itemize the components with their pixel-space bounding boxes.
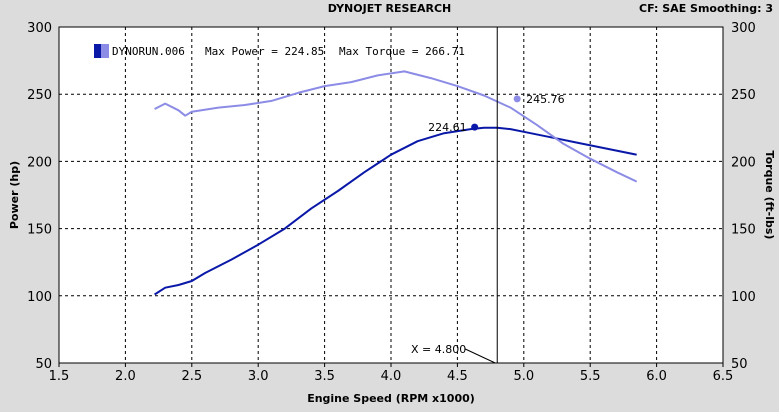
data-label-power: 224.61	[428, 121, 467, 134]
cursor-label: X = 4.800	[411, 343, 466, 356]
y-tick-label-right: 150	[731, 223, 756, 238]
legend-swatch-power	[94, 44, 101, 58]
x-tick-label: 4.5	[447, 369, 468, 384]
y-tick-label-right: 100	[731, 290, 756, 305]
cursor-label-leader	[465, 348, 496, 364]
legend-swatch-torque	[101, 44, 109, 58]
chart-header-settings: CF: SAE Smoothing: 3	[639, 2, 773, 15]
x-tick-label: 6.0	[646, 369, 667, 384]
y-axis-title-left: Power (hp)	[8, 161, 21, 229]
x-tick-label: 3.0	[248, 369, 269, 384]
y-tick-label-left: 100	[27, 290, 52, 305]
y-axis-title-right: Torque (ft-lbs)	[763, 151, 776, 240]
series-line-torque	[154, 70, 638, 183]
x-tick-label: 6.5	[713, 369, 734, 384]
x-tick-label: 3.5	[314, 369, 335, 384]
x-tick-label: 4.0	[381, 369, 402, 384]
x-tick-label: 2.5	[181, 369, 202, 384]
series-line-power	[154, 126, 637, 296]
y-tick-label-right: 50	[731, 357, 748, 372]
axis-ticks: 1.5 2.0 2.5 3.0 3.5 4.0 4.5 5.0 5.5 6.0 6.55010015…	[27, 21, 756, 384]
data-point-power	[471, 123, 479, 131]
cursor-layer: X = 4.800	[411, 27, 498, 364]
chart-header-title: DYNOJET RESEARCH	[327, 2, 452, 15]
y-tick-label-left: 300	[27, 21, 52, 36]
data-label-torque: 245.76	[526, 93, 565, 106]
y-tick-label-left: 150	[27, 223, 52, 238]
legend: DYNORUN.006 Max Power = 224.85 Max Torqu…	[94, 44, 465, 58]
y-tick-label-right: 250	[731, 88, 756, 103]
data-point-torque	[513, 95, 521, 103]
legend-run-name: DYNORUN.006	[112, 45, 185, 58]
y-tick-label-right: 300	[731, 21, 756, 36]
x-tick-label: 5.0	[513, 369, 534, 384]
y-tick-label-left: 50	[35, 357, 52, 372]
x-tick-label: 2.0	[115, 369, 136, 384]
legend-max-power: Max Power = 224.85	[205, 45, 324, 58]
legend-max-torque: Max Torque = 266.71	[339, 45, 465, 58]
y-tick-label-right: 200	[731, 155, 756, 170]
x-tick-label: 1.5	[49, 369, 70, 384]
y-tick-label-left: 200	[27, 155, 52, 170]
series-layer: 224.61 245.76	[154, 70, 638, 296]
grid	[59, 27, 723, 363]
x-axis-title: Engine Speed (RPM x1000)	[307, 392, 475, 405]
y-tick-label-left: 250	[27, 88, 52, 103]
x-tick-label: 5.5	[580, 369, 601, 384]
